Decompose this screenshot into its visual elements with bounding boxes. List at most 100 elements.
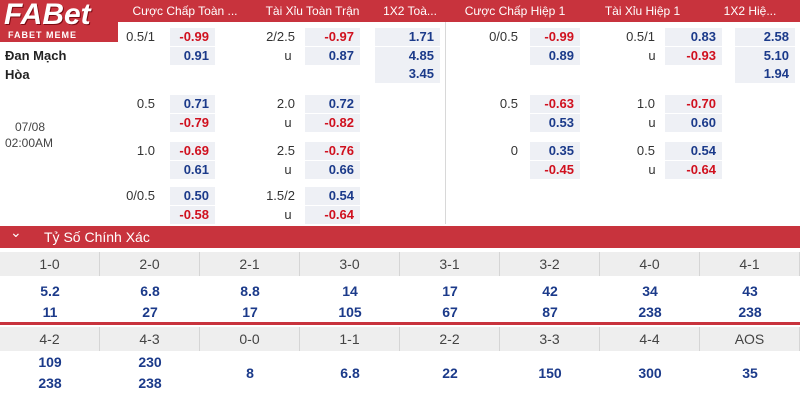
under-label: u: [648, 115, 656, 130]
score-odds[interactable]: 67: [442, 304, 458, 320]
line-label: 2.0: [276, 96, 295, 111]
odds-cell[interactable]: -0.63: [530, 95, 580, 113]
score-label: 3-3: [500, 327, 600, 351]
odds-cell[interactable]: -0.99: [170, 28, 215, 46]
column-header[interactable]: Cược Chấp Hiệp 1: [464, 4, 566, 18]
score-odds[interactable]: 8: [246, 365, 254, 381]
column-header[interactable]: 1X2 Toà...: [383, 4, 437, 18]
line-label: 0/0.5: [126, 188, 155, 203]
odds-cell[interactable]: -0.64: [305, 206, 360, 224]
odds-cell[interactable]: -0.45: [530, 161, 580, 179]
score-odds[interactable]: 238: [638, 304, 662, 320]
odds-cell[interactable]: -0.64: [665, 161, 722, 179]
odds-cell[interactable]: -0.69: [170, 142, 215, 160]
score-odds[interactable]: 238: [38, 375, 62, 391]
score-odds[interactable]: 22: [442, 365, 458, 381]
section-bar[interactable]: [0, 226, 800, 248]
under-label: u: [648, 48, 656, 63]
score-odds[interactable]: 230: [138, 354, 162, 370]
logo-tagline: FABET MEME: [8, 30, 78, 40]
line-label: 0.5/1: [626, 29, 655, 44]
score-odds[interactable]: 238: [138, 375, 162, 391]
score-odds[interactable]: 35: [742, 365, 758, 381]
score-odds[interactable]: 14: [342, 283, 358, 299]
match-date: 07/08: [15, 120, 46, 134]
score-label: 2-1: [200, 252, 300, 276]
line-label: 0.5: [136, 96, 155, 111]
score-odds[interactable]: 5.2: [40, 283, 60, 299]
odds-cell[interactable]: 0.66: [305, 161, 360, 179]
odds-cell[interactable]: 0.60: [665, 114, 722, 132]
line-label: 0.5: [499, 96, 518, 111]
team-name: Đan Mạch: [5, 48, 67, 63]
score-label: 3-1: [400, 252, 500, 276]
score-odds[interactable]: 238: [738, 304, 762, 320]
score-label: 4-1: [700, 252, 800, 276]
logo-box: [0, 0, 118, 42]
odds-cell[interactable]: -0.79: [170, 114, 215, 132]
odds-cell[interactable]: -0.82: [305, 114, 360, 132]
line-label: 0/0.5: [489, 29, 518, 44]
score-label: 4-0: [600, 252, 700, 276]
header-bar: [0, 0, 800, 22]
odds-cell[interactable]: 0.91: [170, 47, 215, 65]
score-odds[interactable]: 150: [538, 365, 562, 381]
section-title[interactable]: Tỷ Số Chính Xác: [44, 229, 150, 245]
column-header[interactable]: Tài Xỉu Toàn Trận: [265, 4, 360, 18]
score-odds[interactable]: 34: [642, 283, 658, 299]
score-odds[interactable]: 17: [242, 304, 258, 320]
score-odds[interactable]: 105: [338, 304, 362, 320]
odds-cell[interactable]: -0.93: [665, 47, 722, 65]
score-label: 4-4: [600, 327, 700, 351]
odds-cell[interactable]: 0.35: [530, 142, 580, 160]
odds-cell[interactable]: 0.89: [530, 47, 580, 65]
odds-cell[interactable]: 0.72: [305, 95, 360, 113]
score-odds[interactable]: 109: [38, 354, 62, 370]
odds-cell[interactable]: 1.94: [735, 65, 795, 83]
under-label: u: [284, 115, 292, 130]
odds-cell[interactable]: 0.61: [170, 161, 215, 179]
score-odds[interactable]: 42: [542, 283, 558, 299]
odds-cell[interactable]: -0.58: [170, 206, 215, 224]
odds-cell[interactable]: 0.54: [305, 187, 360, 205]
odds-cell[interactable]: 5.10: [735, 47, 795, 65]
odds-cell[interactable]: 0.83: [665, 28, 722, 46]
score-odds[interactable]: 27: [142, 304, 158, 320]
score-odds[interactable]: 8.8: [240, 283, 260, 299]
odds-cell[interactable]: 0.71: [170, 95, 215, 113]
odds-cell[interactable]: 1.71: [375, 28, 440, 46]
line-label: 1.5/2: [266, 188, 295, 203]
odds-cell[interactable]: 0.53: [530, 114, 580, 132]
score-label: 0-0: [200, 327, 300, 351]
line-label: 0: [510, 143, 518, 158]
under-label: u: [648, 162, 656, 177]
score-odds[interactable]: 43: [742, 283, 758, 299]
score-odds[interactable]: 11: [42, 304, 58, 320]
odds-cell[interactable]: -0.76: [305, 142, 360, 160]
under-label: u: [284, 48, 292, 63]
odds-cell[interactable]: 0.54: [665, 142, 722, 160]
score-label: AOS: [700, 327, 800, 351]
odds-cell[interactable]: -0.97: [305, 28, 360, 46]
column-header[interactable]: Tài Xỉu Hiệp 1: [604, 4, 681, 18]
odds-cell[interactable]: 2.58: [735, 28, 795, 46]
column-header[interactable]: Cược Chấp Toàn ...: [132, 4, 238, 18]
score-label: 3-0: [300, 252, 400, 276]
odds-cell[interactable]: 0.50: [170, 187, 215, 205]
score-odds[interactable]: 17: [442, 283, 458, 299]
odds-cell[interactable]: -0.99: [530, 28, 580, 46]
odds-cell[interactable]: -0.70: [665, 95, 722, 113]
score-label: 4-2: [0, 327, 100, 351]
column-header[interactable]: 1X2 Hiệ...: [723, 4, 777, 18]
match-time: 02:00AM: [5, 136, 54, 150]
odds-cell[interactable]: 3.45: [375, 65, 440, 83]
score-odds[interactable]: 87: [542, 304, 558, 320]
odds-cell[interactable]: 4.85: [375, 47, 440, 65]
score-odds[interactable]: 300: [638, 365, 662, 381]
chevron-icon[interactable]: ⌄: [10, 224, 22, 240]
score-odds[interactable]: 6.8: [140, 283, 160, 299]
score-odds[interactable]: 6.8: [340, 365, 360, 381]
line-label: 0.5/1: [126, 29, 155, 44]
odds-cell[interactable]: 0.87: [305, 47, 360, 65]
